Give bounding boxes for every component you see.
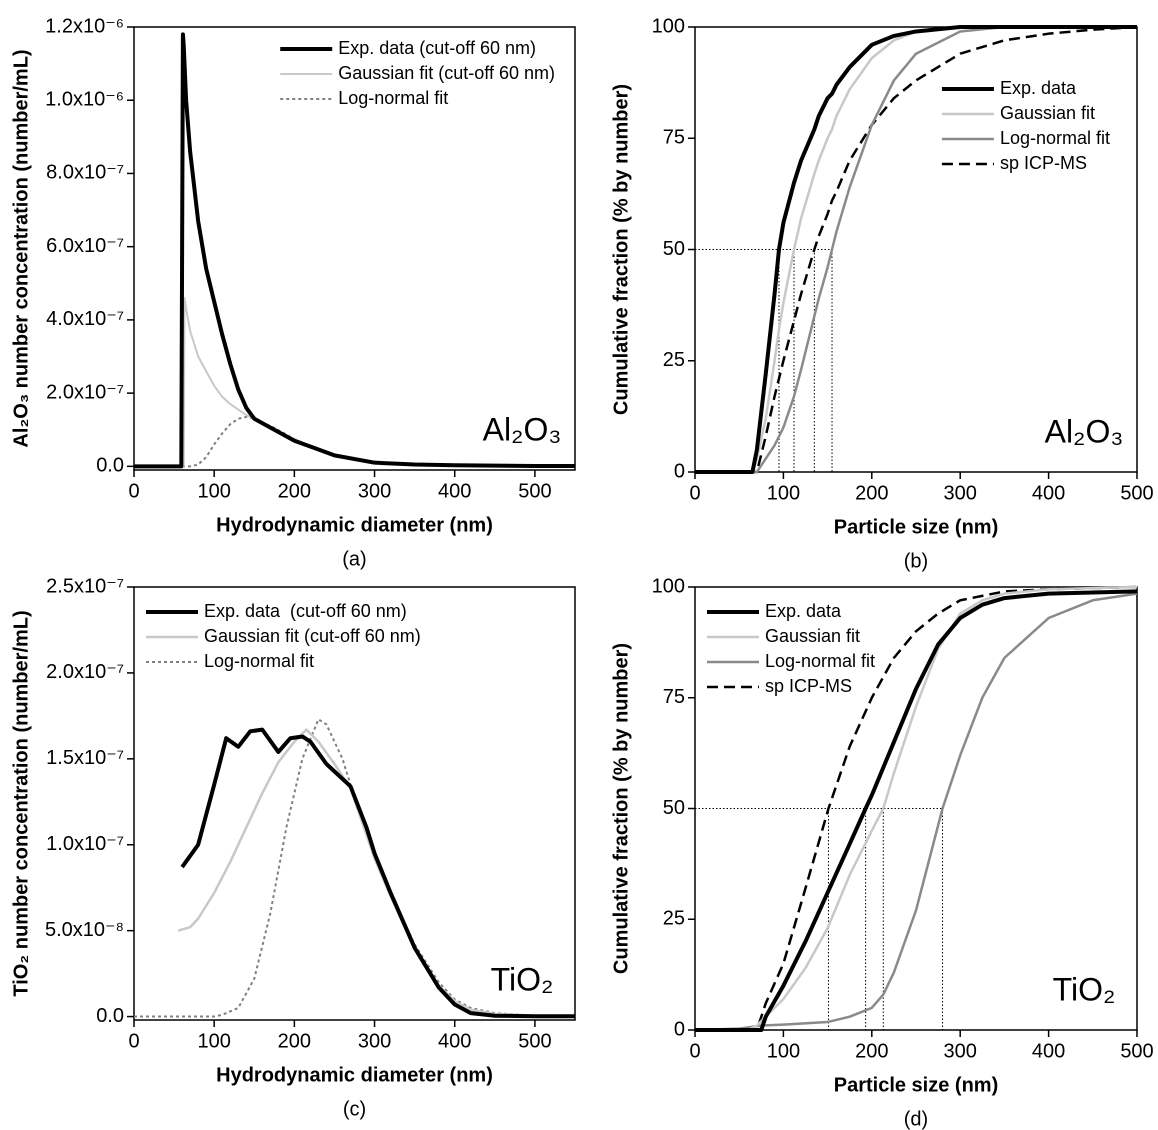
y-tick-label: 100 <box>652 575 685 597</box>
annotation: Al₂O₃ <box>483 411 562 447</box>
panel-label: (b) <box>904 550 928 572</box>
x-tick-label: 400 <box>438 1030 471 1052</box>
series-line <box>695 25 1137 474</box>
legend: Exp. data (cut-off 60 nm) Gaussian fit (c… <box>280 38 555 108</box>
legend-label: Log-normal fit <box>204 651 314 671</box>
y-tick-label: 75 <box>663 686 685 708</box>
series-line <box>695 25 1137 474</box>
legend-label: Gaussian fit (cut-off 60 nm) <box>204 626 421 646</box>
x-axis-title: Hydrodynamic diameter (nm) <box>216 514 493 536</box>
legend-label: Exp. data (cut-off 60 nm) <box>338 38 536 58</box>
x-tick-label: 300 <box>944 1040 977 1062</box>
legend-label: Exp. data <box>1000 78 1077 98</box>
y-tick-label: 0 <box>674 1018 685 1040</box>
x-axis-title: Particle size (nm) <box>834 1074 999 1096</box>
x-tick-label: 0 <box>128 1030 139 1052</box>
y-tick-label: 2.5x10⁻⁷ <box>46 575 124 597</box>
x-tick-label: 300 <box>358 480 391 502</box>
y-tick-label: 0.0 <box>96 1005 124 1027</box>
series-line <box>180 727 575 1019</box>
y-tick-label: 1.2x10⁻⁶ <box>45 15 124 37</box>
legend-label: sp ICP-MS <box>1000 153 1087 173</box>
x-tick-label: 100 <box>767 1040 800 1062</box>
x-tick-label: 100 <box>197 1030 230 1052</box>
x-tick-label: 500 <box>1120 1040 1153 1062</box>
x-tick-label: 200 <box>855 482 888 504</box>
x-tick-label: 200 <box>278 480 311 502</box>
x-tick-label: 200 <box>855 1040 888 1062</box>
annotation: TiO₂ <box>1053 971 1116 1007</box>
x-tick-label: 200 <box>278 1030 311 1052</box>
legend: Exp. data (cut-off 60 nm) Gaussian fit (c… <box>146 601 421 671</box>
y-axis-title: Al₂O₃ number concentration (number/mL) <box>10 49 32 447</box>
y-tick-label: 0.0 <box>96 455 124 477</box>
legend-label: Exp. data <box>765 601 842 621</box>
x-tick-label: 500 <box>1120 482 1153 504</box>
plot-frame <box>133 26 576 471</box>
y-tick-label: 8.0x10⁻⁷ <box>46 162 124 184</box>
legend-label: Gaussian fit <box>1000 103 1095 123</box>
x-tick-label: 300 <box>358 1030 391 1052</box>
y-tick-label: 4.0x10⁻⁷ <box>46 308 124 330</box>
legend-label: Gaussian fit <box>765 626 860 646</box>
legend-label: sp ICP-MS <box>765 676 852 696</box>
y-tick-label: 100 <box>652 15 685 37</box>
x-tick-label: 100 <box>767 482 800 504</box>
panel-label: (c) <box>343 1098 366 1120</box>
y-tick-label: 75 <box>663 127 685 149</box>
y-tick-label: 50 <box>663 238 685 260</box>
legend-label: Log-normal fit <box>1000 128 1110 148</box>
x-tick-label: 400 <box>438 480 471 502</box>
x-tick-label: 0 <box>689 482 700 504</box>
legend-label: Log-normal fit <box>338 88 448 108</box>
x-tick-label: 0 <box>689 1040 700 1062</box>
series-line <box>695 589 1138 1032</box>
y-tick-label: 2.0x10⁻⁷ <box>46 381 124 403</box>
y-tick-label: 1.5x10⁻⁷ <box>46 747 124 769</box>
y-tick-label: 5.0x10⁻⁸ <box>45 919 124 941</box>
y-tick-label: 50 <box>663 797 685 819</box>
x-tick-label: 500 <box>518 480 551 502</box>
y-axis-title: TiO₂ number concentration (number/mL) <box>10 610 32 996</box>
x-tick-label: 300 <box>944 482 977 504</box>
y-tick-label: 0 <box>674 460 685 482</box>
series-line <box>134 32 575 469</box>
series-line <box>134 718 576 1018</box>
panel-label: (d) <box>904 1108 928 1130</box>
annotation: Al₂O₃ <box>1045 413 1124 449</box>
y-tick-label: 25 <box>663 349 685 371</box>
legend-label: Log-normal fit <box>765 651 875 671</box>
x-tick-label: 400 <box>1032 482 1065 504</box>
x-axis-title: Particle size (nm) <box>834 516 999 538</box>
series-line <box>695 585 1138 1032</box>
x-tick-label: 400 <box>1032 1040 1065 1062</box>
y-tick-label: 1.0x10⁻⁷ <box>46 833 124 855</box>
y-tick-label: 1.0x10⁻⁶ <box>45 89 124 111</box>
panel-label: (a) <box>342 548 366 570</box>
legend-label: Gaussian fit (cut-off 60 nm) <box>338 63 555 83</box>
y-tick-label: 25 <box>663 908 685 930</box>
series-line <box>177 728 576 1018</box>
y-axis-title: Cumulative fraction (% by number) <box>610 84 632 415</box>
y-axis-title: Cumulative fraction (% by number) <box>610 643 632 974</box>
legend-label: Exp. data (cut-off 60 nm) <box>204 601 407 621</box>
series-line <box>694 592 1138 1032</box>
plot-frame <box>133 586 576 1021</box>
series-line <box>695 25 1138 474</box>
x-tick-label: 500 <box>518 1030 551 1052</box>
y-tick-label: 6.0x10⁻⁷ <box>46 235 124 257</box>
legend: Exp. data Gaussian fit Log-normal fit sp IC… <box>941 78 1110 173</box>
x-tick-label: 0 <box>128 480 139 502</box>
x-axis-title: Hydrodynamic diameter (nm) <box>216 1064 493 1086</box>
annotation: TiO₂ <box>491 961 554 997</box>
y-tick-label: 2.0x10⁻⁷ <box>46 661 124 683</box>
legend: Exp. data Gaussian fit Log-normal fit sp IC… <box>707 601 875 696</box>
x-tick-label: 100 <box>197 480 230 502</box>
